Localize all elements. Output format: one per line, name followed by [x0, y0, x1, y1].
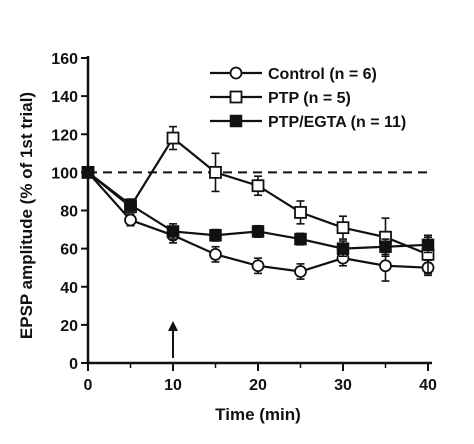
legend-marker-ptp	[229, 90, 243, 104]
data-point-ptp-egta	[81, 166, 95, 179]
y-tick-label: 100	[51, 165, 78, 182]
data-point-ptp-egta	[421, 238, 435, 252]
data-point-control	[294, 265, 307, 278]
data-point-ptp-egta	[336, 242, 350, 255]
x-axis-label: Time (min)	[215, 405, 301, 424]
x-tick-label: 40	[419, 377, 437, 394]
data-point-control	[379, 259, 392, 273]
y-tick-label: 140	[51, 89, 78, 106]
y-tick-label: 40	[60, 280, 78, 297]
data-point-ptp-egta	[294, 232, 307, 246]
axes: 0 20 40 60 80 100 120 140 160 0 10 20 30 40	[51, 51, 437, 394]
data-point-ptp-egta	[379, 240, 392, 253]
x-tick-label: 10	[164, 377, 182, 394]
legend-label-ptp: PTP (n = 5)	[268, 90, 351, 107]
x-tick-label: 20	[249, 377, 267, 394]
data-point-ptp	[251, 179, 265, 193]
data-point-ptp-egta	[124, 198, 137, 212]
x-tick-label: 30	[334, 377, 352, 394]
series-ptp-egta	[81, 166, 435, 258]
y-tick-label: 60	[60, 242, 78, 259]
data-point-ptp	[209, 165, 222, 179]
annotation-group	[168, 321, 178, 358]
data-point-control	[124, 213, 137, 227]
legend-label-ptp-egta: PTP/EGTA (n = 11)	[268, 114, 406, 131]
arrow-head	[168, 321, 178, 331]
y-tick-label: 80	[60, 204, 78, 221]
data-point-ptp-egta	[209, 229, 222, 242]
y-tick-label: 120	[51, 127, 78, 144]
series-group	[81, 125, 435, 282]
data-point-ptp	[294, 206, 307, 219]
data-point-ptp	[166, 131, 180, 145]
data-point-control	[251, 259, 265, 273]
data-point-control	[209, 247, 222, 261]
y-tick-label: 20	[60, 318, 78, 335]
legend-marker-control	[229, 66, 243, 80]
data-point-ptp-egta	[251, 225, 265, 238]
legend-marker-ptp-egta	[229, 114, 243, 128]
legend: Control (n = 6) PTP (n = 5) PTP/EGTA (n = …	[210, 66, 406, 131]
y-axis-label: EPSP amplitude (% of 1st trial)	[17, 92, 36, 339]
data-point-ptp	[336, 221, 350, 235]
y-tick-label: 160	[51, 51, 78, 68]
legend-label-control: Control (n = 6)	[268, 66, 377, 83]
y-tick-label: 0	[69, 356, 78, 373]
data-point-ptp-egta	[166, 225, 180, 238]
x-tick-label: 0	[84, 377, 93, 394]
